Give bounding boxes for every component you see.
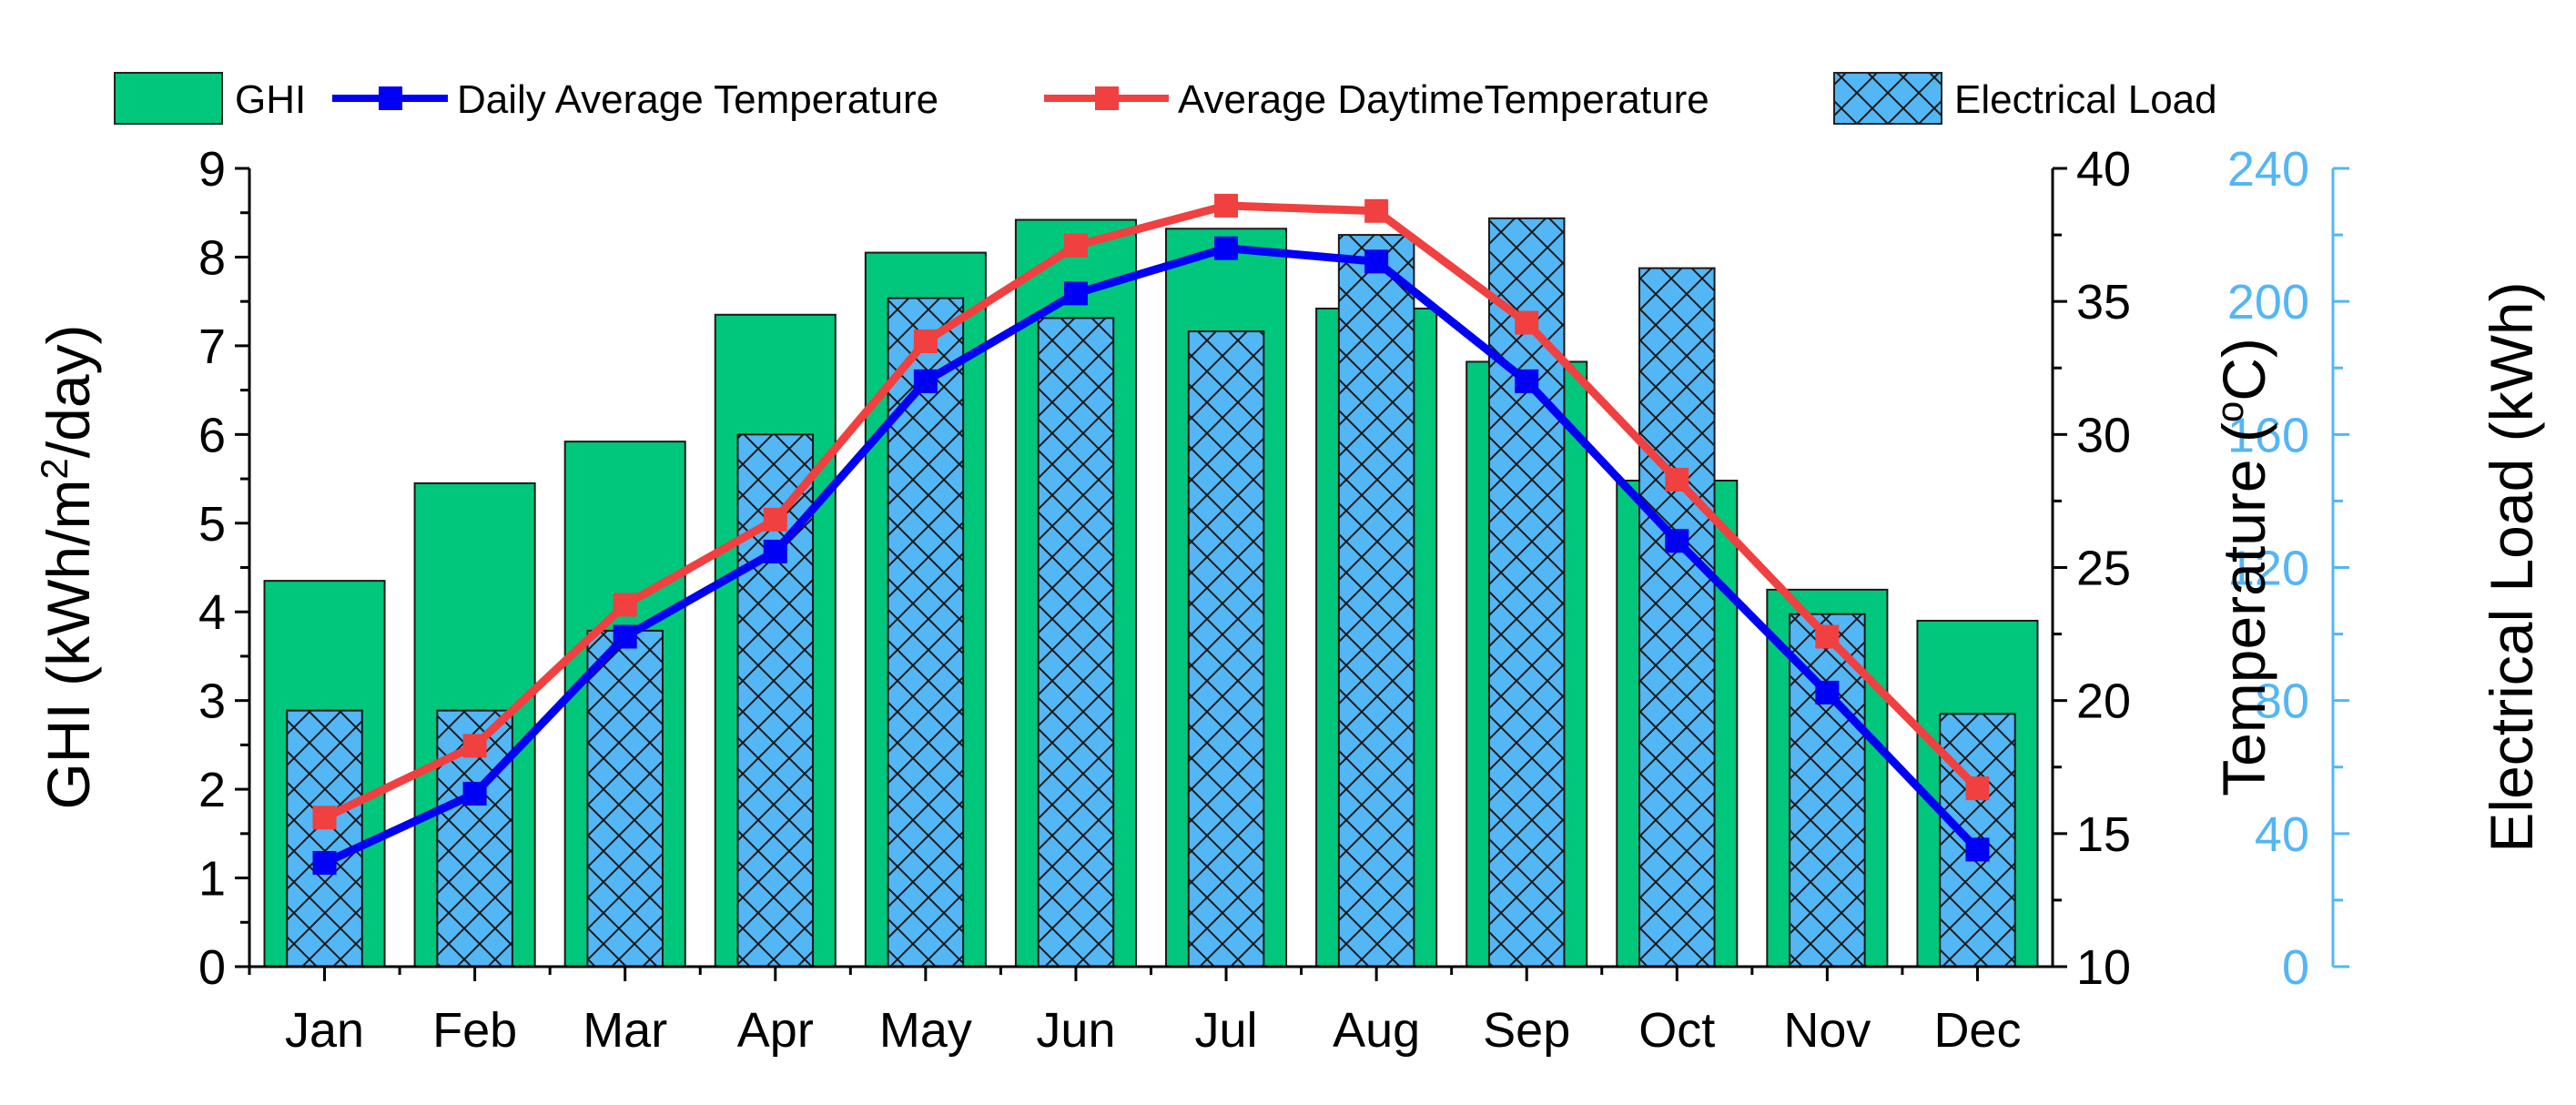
right-tick-label: 20 [2076,674,2131,729]
right-outer-tick-label: 160 [2227,408,2309,462]
right-outer-tick-label: 120 [2227,542,2309,596]
legend-daytime-label: Average DaytimeTemperature [1178,77,1709,122]
right-tick-label: 15 [2076,807,2131,862]
left-tick-label: 5 [198,497,226,552]
x-tick-label-feb: Feb [432,1003,517,1058]
legend-load-label: Electrical Load [1954,77,2217,122]
left-axis-ticks: 0 1 2 3 4 5 6 7 8 9 [198,142,249,995]
daily-temp-marker-aug [1364,249,1389,274]
daytime-temp-marker-oct [1665,468,1689,492]
right-outer-axis-ticks: 0 40 80 120 160 200 240 [2227,142,2349,995]
x-tick-label-nov: Nov [1783,1003,1871,1058]
daytime-temp-marker-jul [1214,193,1239,218]
x-tick-label-mar: Mar [583,1003,667,1058]
x-tick-label-oct: Oct [1638,1003,1715,1058]
x-tick-label-apr: Apr [737,1003,814,1058]
right-outer-axis-title: Electrical Load (kWh) [2478,281,2545,852]
load-bar-hatch [586,629,664,968]
legend-daytime-marker [1095,86,1119,110]
load-bar-hatch [1337,234,1415,968]
daytime-temp-line [320,201,1982,822]
legend-ghi-label: GHI [235,77,306,122]
load-bar-mar [586,629,664,968]
daytime-temp-marker-mar [613,593,637,617]
daytime-temp-marker-dec [1965,776,1990,801]
left-tick-label: 9 [198,142,226,197]
left-axis-title: GHI (kWh/m2/day) [33,324,102,809]
load-bar-oct [1638,267,1716,968]
x-tick-label-jul: Jul [1195,1003,1258,1058]
daily-temp-marker-apr [763,539,787,563]
legend: GHI Daily Average Temperature Average Da… [114,72,2217,125]
load-bar-jul [1187,330,1265,968]
right-axis-ticks: 10 15 20 25 30 35 40 [2053,142,2131,995]
x-tick-label-may: May [879,1003,972,1058]
right-outer-tick-label: 40 [2255,807,2309,862]
daily-average-temperature-series [312,236,1990,875]
left-tick-label: 7 [198,319,226,374]
daily-temp-marker-feb [462,781,487,806]
x-tick-label-jun: Jun [1036,1003,1115,1058]
daytime-temp-marker-aug [1364,198,1389,223]
daytime-temp-marker-sep [1515,310,1539,335]
load-bar-jun [1037,317,1115,968]
load-bar-hatch [1187,330,1265,968]
daily-temp-marker-may [913,369,938,393]
right-outer-tick-label: 0 [2282,940,2309,995]
ghi-bars [263,218,2039,968]
right-tick-label: 10 [2076,940,2131,995]
load-bar-may [887,297,965,968]
right-axis-title: Temperature (oC) [2208,338,2277,796]
x-tick-label-jan: Jan [285,1003,364,1058]
legend-ghi-swatch [114,72,223,125]
legend-daily-marker [379,86,402,110]
load-bar-hatch [1037,317,1115,968]
daily-temp-marker-oct [1665,529,1689,553]
right-tick-label: 30 [2076,408,2131,462]
left-tick-label: 2 [198,763,226,817]
x-axis-ticks: Jan Feb Mar Apr May Jun Jul Aug Sep Oct Nov Dec [248,967,2021,1058]
daily-temp-marker-dec [1965,837,1990,862]
daily-temp-marker-jun [1063,281,1088,306]
electrical-load-bars [286,217,2016,968]
x-tick-label-sep: Sep [1483,1003,1570,1058]
daytime-temp-marker-jun [1063,233,1088,258]
legend-load-hatch [1833,72,1942,125]
right-tick-label: 35 [2076,275,2131,329]
left-tick-label: 0 [198,940,226,995]
left-tick-label: 6 [198,408,226,462]
x-tick-label-aug: Aug [1333,1003,1420,1058]
daytime-temp-marker-may [913,329,938,354]
load-bar-hatch [286,709,363,968]
daily-temp-marker-sep [1515,369,1539,393]
load-bar-hatch [1638,267,1716,968]
daytime-temp-marker-nov [1815,624,1840,649]
daily-temp-marker-nov [1815,680,1840,705]
daytime-temp-marker-jan [312,806,337,830]
average-daytime-temperature-series [312,193,1990,830]
daytime-temp-marker-feb [462,734,487,758]
daily-temp-marker-jan [312,850,337,875]
left-tick-label: 4 [198,585,226,640]
right-outer-tick-label: 80 [2255,674,2309,729]
daytime-temp-marker-apr [763,507,787,532]
left-tick-label: 8 [198,230,226,285]
load-bar-jan [286,709,363,968]
load-bar-hatch [887,297,965,968]
right-tick-label: 25 [2076,542,2131,596]
load-bar-aug [1337,234,1415,968]
right-outer-tick-label: 240 [2227,142,2309,197]
daily-temp-line [320,244,1982,867]
daily-temp-marker-mar [613,624,637,649]
legend-daily-label: Daily Average Temperature [457,77,938,122]
right-outer-tick-label: 200 [2227,275,2309,329]
x-tick-label-dec: Dec [1933,1003,2021,1058]
daily-temp-marker-jul [1214,236,1239,260]
right-tick-label: 40 [2076,142,2131,197]
left-tick-label: 1 [198,852,226,907]
load-bar-dec [1939,713,2016,968]
left-tick-label: 3 [198,674,226,729]
